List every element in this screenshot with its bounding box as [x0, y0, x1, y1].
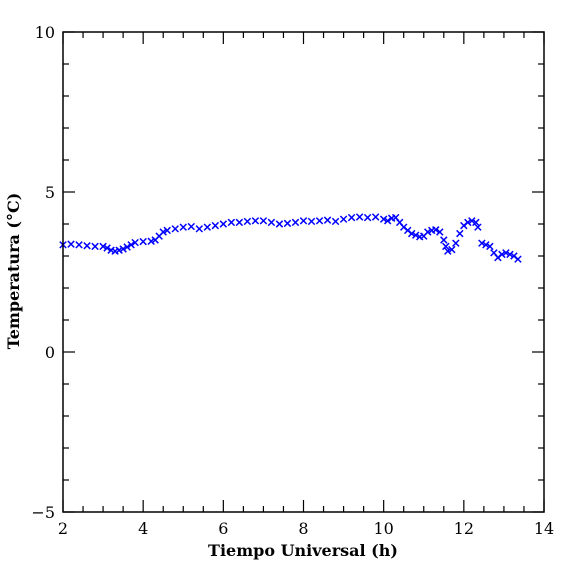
x-tick-label: 14	[534, 519, 554, 538]
y-tick-label: 0	[45, 343, 55, 362]
data-point	[331, 217, 340, 226]
data-point	[448, 245, 456, 254]
data-point	[267, 218, 276, 227]
x-tick-label: 12	[454, 519, 474, 538]
data-point	[482, 241, 490, 249]
data-point	[363, 213, 372, 222]
data-point	[383, 217, 392, 225]
data-point	[323, 216, 332, 224]
data-point	[75, 241, 83, 249]
data-point	[347, 213, 356, 222]
x-tick-label: 10	[373, 519, 393, 538]
data-point	[424, 228, 432, 236]
data-point	[442, 242, 450, 251]
data-point	[379, 215, 388, 223]
data-point	[195, 225, 204, 233]
data-point	[227, 218, 236, 227]
data-point	[83, 242, 91, 250]
data-point	[440, 236, 448, 244]
data-point	[407, 229, 416, 238]
x-tick-label: 4	[138, 519, 148, 538]
data-point	[506, 250, 514, 259]
data-point	[127, 241, 135, 249]
data-point	[119, 245, 127, 253]
y-tick-labels: −5 0 5 10	[31, 23, 55, 522]
data-point	[486, 242, 494, 251]
data-point	[464, 218, 472, 227]
y-tick-label: 5	[45, 183, 55, 202]
data-point	[474, 223, 482, 231]
data-point	[131, 238, 139, 247]
x-tick-label: 2	[58, 519, 68, 538]
data-point	[498, 250, 506, 259]
data-point	[502, 249, 510, 257]
data-point	[291, 218, 300, 227]
data-point	[99, 242, 107, 251]
x-tick-label: 6	[218, 519, 228, 538]
data-point	[514, 255, 522, 263]
data-point	[219, 220, 228, 228]
y-tick-label: 10	[35, 23, 55, 42]
data-point	[171, 225, 179, 233]
data-point	[444, 247, 452, 255]
data-point	[259, 217, 268, 225]
x-tick-label: 8	[298, 519, 308, 538]
data-point	[67, 240, 75, 248]
data-point	[452, 239, 460, 247]
data-point	[339, 215, 348, 223]
plot-frame	[62, 31, 545, 513]
data-point	[432, 226, 440, 234]
data-point	[103, 244, 111, 252]
data-point	[456, 229, 464, 238]
data-point	[371, 213, 380, 221]
data-point	[468, 217, 476, 225]
data-point	[211, 221, 220, 230]
data-point	[355, 213, 364, 221]
data-point	[91, 242, 99, 251]
data-point	[478, 239, 486, 247]
data-point	[283, 219, 292, 228]
data-point	[179, 223, 187, 231]
data-point	[159, 228, 167, 236]
data-point	[307, 217, 316, 226]
data-point	[139, 237, 147, 246]
data-point	[187, 222, 195, 231]
axis-ticks	[62, 31, 545, 513]
y-axis-label: Temperatura (°C)	[4, 193, 23, 350]
data-point	[472, 218, 480, 227]
x-axis-label: Tiempo Universal (h)	[208, 541, 398, 560]
data-point	[243, 217, 252, 226]
y-tick-label: −5	[31, 503, 55, 522]
data-point	[412, 231, 420, 239]
data-point	[251, 217, 260, 225]
x-tick-labels: 2 4 6 8 10 12 14	[58, 519, 554, 538]
data-point	[315, 217, 324, 225]
data-point	[235, 218, 244, 227]
data-point	[203, 223, 212, 231]
data-point	[299, 217, 308, 225]
data-point	[163, 226, 171, 235]
data-point	[275, 220, 284, 228]
data-point	[123, 243, 131, 251]
data-point	[436, 228, 444, 236]
data-points	[59, 213, 522, 263]
